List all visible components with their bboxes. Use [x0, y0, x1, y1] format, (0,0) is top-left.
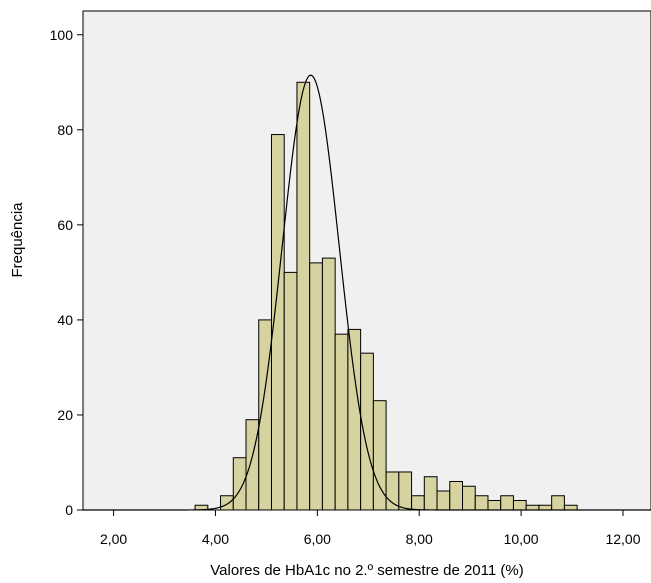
- histogram-bar: [360, 352, 374, 511]
- x-tick-label: 4,00: [202, 531, 229, 547]
- histogram-bar: [347, 328, 362, 511]
- x-tick-label: 12,00: [605, 531, 640, 547]
- y-axis: 0 20 40 60 80 100: [50, 27, 83, 518]
- y-tick-label: 40: [57, 312, 73, 328]
- normal-curve: [83, 74, 651, 511]
- histogram-bar: [474, 495, 489, 511]
- histogram-bar: [449, 480, 464, 511]
- x-axis-title: Valores de HbA1c no 2.º semestre de 2011…: [210, 562, 523, 579]
- histogram-bar: [398, 471, 413, 511]
- histogram-bar: [334, 333, 349, 511]
- histogram-bar: [500, 495, 514, 511]
- y-axis-title: Frequência: [9, 202, 26, 278]
- histogram-bar: [551, 495, 565, 511]
- y-tick-label: 0: [65, 502, 73, 518]
- histogram-bar: [525, 504, 540, 511]
- x-axis: 2,00 4,00 6,00 8,00 10,00 12,00: [100, 510, 641, 547]
- histogram-bar: [423, 476, 438, 511]
- histogram-bar: [462, 485, 476, 511]
- x-tick-label: 10,00: [504, 531, 539, 547]
- y-tick-label: 80: [57, 122, 73, 138]
- histogram-bar: [563, 504, 578, 511]
- histogram-bar: [283, 271, 298, 511]
- histogram-bar: [411, 495, 425, 511]
- histogram-bar: [309, 262, 323, 511]
- histogram-bar: [385, 471, 400, 511]
- histogram-bar: [245, 419, 260, 511]
- y-tick-label: 20: [57, 407, 73, 423]
- histogram-bar: [321, 257, 336, 511]
- x-tick-label: 2,00: [100, 531, 127, 547]
- y-tick-label: 100: [50, 27, 74, 43]
- x-tick-label: 8,00: [406, 531, 433, 547]
- x-tick-label: 6,00: [304, 531, 331, 547]
- histogram-bar: [232, 457, 247, 511]
- histogram-bar: [372, 400, 387, 511]
- histogram-bar: [512, 499, 527, 511]
- histogram-bar: [538, 504, 553, 511]
- histogram-bar: [296, 81, 311, 511]
- histogram-bar: [220, 495, 234, 511]
- histogram-bar: [487, 499, 502, 511]
- histogram-bar: [436, 490, 451, 511]
- y-tick-label: 60: [57, 217, 73, 233]
